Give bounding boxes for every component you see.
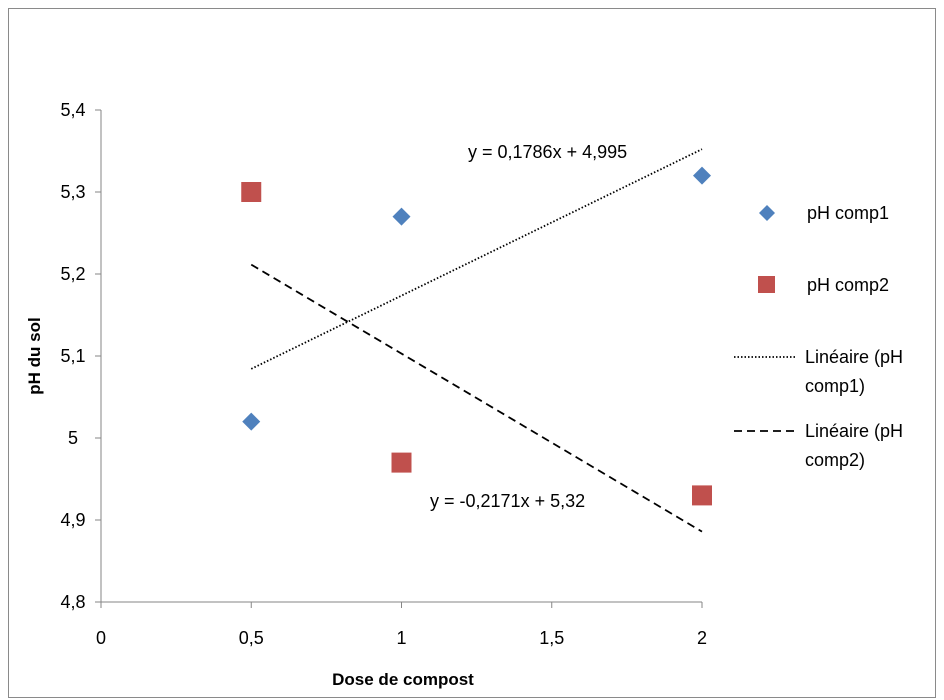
data-point-series1 [693,166,711,185]
y-tick-label: 5,1 [60,346,85,366]
trendlines [250,148,703,533]
legend-square-icon [758,276,775,293]
trendline-1 [250,148,703,370]
x-axis-title: Dose de compost [332,670,474,689]
x-tick-label: 2 [697,628,707,648]
trend-equation-comp2: y = -0,2171x + 5,32 [430,491,585,511]
y-tick-label: 5,2 [60,264,85,284]
y-tick-labels: 4,8 4,9 5 5,1 5,2 5,3 5,4 [60,100,101,612]
legend-label-comp2: pH comp2 [807,275,889,295]
data-point-series2 [391,452,412,473]
axes [100,110,702,603]
legend-label-trend-comp1-line1: Linéaire (pH [805,347,903,367]
trendline-2 [250,263,703,533]
trend-equation-comp1: y = 0,1786x + 4,995 [468,142,627,162]
x-tick-label: 0,5 [239,628,264,648]
y-tick-label: 5,3 [60,182,85,202]
y-tick-label: 5,4 [60,100,85,120]
legend-diamond-icon [759,205,775,221]
legend-label-comp1: pH comp1 [807,203,889,223]
legend: pH comp1 pH comp2 Linéaire (pH comp1) Li… [734,203,903,470]
legend-label-trend-comp2-line1: Linéaire (pH [805,421,903,441]
data-point-series2 [241,182,262,202]
data-point-series1 [242,412,261,431]
legend-label-trend-comp1-line2: comp1) [805,376,865,396]
legend-label-trend-comp2-line2: comp2) [805,450,865,470]
y-tick-label: 5 [68,428,78,448]
x-tick-label: 1 [396,628,406,648]
y-tick-label: 4,9 [60,510,85,530]
data-point-series2 [692,485,712,506]
data-point-series1 [392,207,411,226]
y-axis-title: pH du sol [25,317,44,394]
data-markers [241,166,712,506]
x-tick-labels: 0 0,5 1 1,5 2 [96,602,707,648]
y-tick-label: 4,8 [60,592,85,612]
x-tick-label: 1,5 [539,628,564,648]
x-tick-label: 0 [96,628,106,648]
chart-area [8,8,936,698]
